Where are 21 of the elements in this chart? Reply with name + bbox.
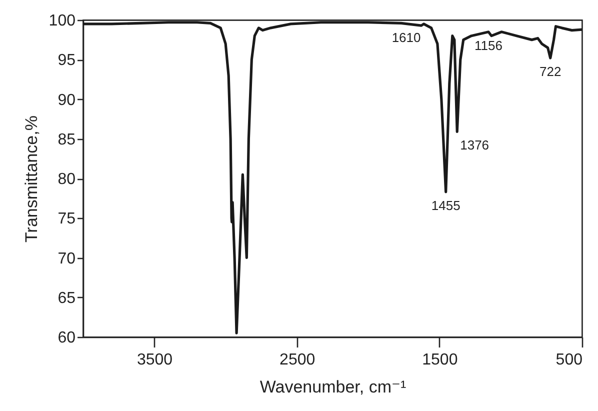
x-tick-label: 1500 [422,352,458,368]
line-series [83,21,582,334]
y-tick-label: 100 [48,12,76,30]
x-tick-label: 3500 [136,352,173,368]
x-tick-label: 2500 [280,352,316,368]
y-tick-label: 85 [58,131,76,148]
y-tick-label: 80 [58,171,76,188]
y-tick-label: 70 [58,250,76,268]
x-tick-label: 500 [556,352,583,368]
annotation: 1455 [431,198,460,213]
x-axis-title: Wavenumber, cm⁻¹ [260,378,406,396]
y-tick-label: 75 [58,210,76,228]
annotation: 722 [540,64,562,80]
y-tick-label: 95 [58,52,76,70]
y-tick-label: 65 [58,290,76,307]
annotation: 1156 [474,38,502,53]
y-tick-label: 60 [58,330,76,346]
y-tick-label: 90 [58,92,76,109]
y-axis-title: Transmittance,% [22,116,41,242]
annotation: 1376 [460,138,490,153]
annotation: 1610 [392,30,421,45]
